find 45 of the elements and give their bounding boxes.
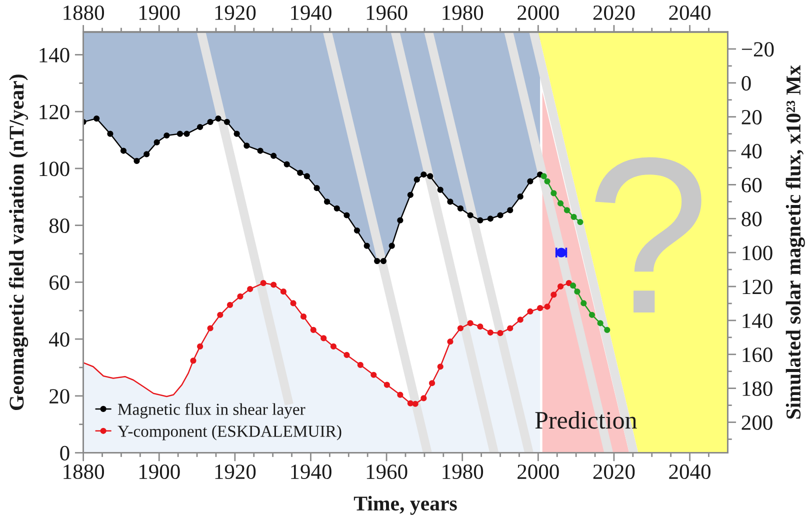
y2-tick-label: 120 — [742, 280, 772, 294]
x-tick-label: 2040 — [669, 464, 710, 480]
legend-label: Magnetic flux in shear layer — [118, 403, 306, 418]
y-tick-label: 0 — [60, 446, 70, 460]
x2-tick-label: 1920 — [215, 5, 256, 20]
y2-tick-label: 0 — [742, 76, 751, 91]
x-tick-label: 2000 — [518, 464, 559, 480]
x-tick-label: 1900 — [139, 464, 180, 480]
y-axis-title: Geomagnetic field variation (nT/year) — [8, 74, 28, 410]
annotation: ? — [595, 157, 702, 312]
y2-tick-label: 160 — [742, 348, 772, 362]
y-tick-label: 40 — [49, 332, 70, 347]
y-tick-label: 60 — [50, 275, 70, 290]
x2-tick-label: 2040 — [669, 5, 710, 20]
y2-axis-title: Simulated solar magnetic flux, x10²³ Mx — [786, 65, 805, 419]
x2-tick-label: 2000 — [518, 5, 559, 20]
y2-tick-label: 80 — [742, 212, 762, 226]
y-tick-label: 80 — [49, 218, 70, 234]
x2-tick-label: 1880 — [64, 5, 104, 20]
x-tick-label: 1920 — [215, 464, 256, 480]
x2-tick-label: 2020 — [593, 5, 635, 20]
y-tick-label: 20 — [50, 389, 70, 404]
y-tick-label: 120 — [40, 104, 70, 120]
x2-tick-label: 1980 — [442, 5, 484, 20]
x-tick-label: 1960 — [366, 464, 408, 480]
x2-tick-label: 1960 — [366, 5, 408, 20]
annotation: Prediction — [535, 411, 637, 429]
x-tick-label: 1880 — [64, 464, 104, 480]
x-tick-label: 1980 — [442, 464, 484, 480]
y-tick-label: 100 — [40, 162, 70, 176]
y2-tick-label: 20 — [742, 110, 762, 125]
x-tick-label: 1940 — [291, 464, 332, 480]
y2-tick-label: 180 — [742, 381, 772, 396]
y2-tick-label: 200 — [742, 415, 772, 430]
y-tick-label: 140 — [40, 48, 70, 62]
y2-tick-label: −20 — [742, 42, 774, 57]
x-tick-label: 2020 — [593, 464, 635, 480]
y2-tick-label: 60 — [742, 178, 762, 192]
y2-tick-label: 40 — [741, 144, 762, 158]
x-axis-title: Time, years — [354, 496, 457, 515]
x2-tick-label: 1940 — [291, 5, 332, 20]
y2-tick-label: 140 — [742, 314, 772, 328]
x2-tick-label: 1900 — [139, 5, 180, 20]
y2-tick-label: 100 — [742, 246, 772, 260]
legend-label: Y-component (ESKDALEMUIR) — [118, 425, 342, 440]
